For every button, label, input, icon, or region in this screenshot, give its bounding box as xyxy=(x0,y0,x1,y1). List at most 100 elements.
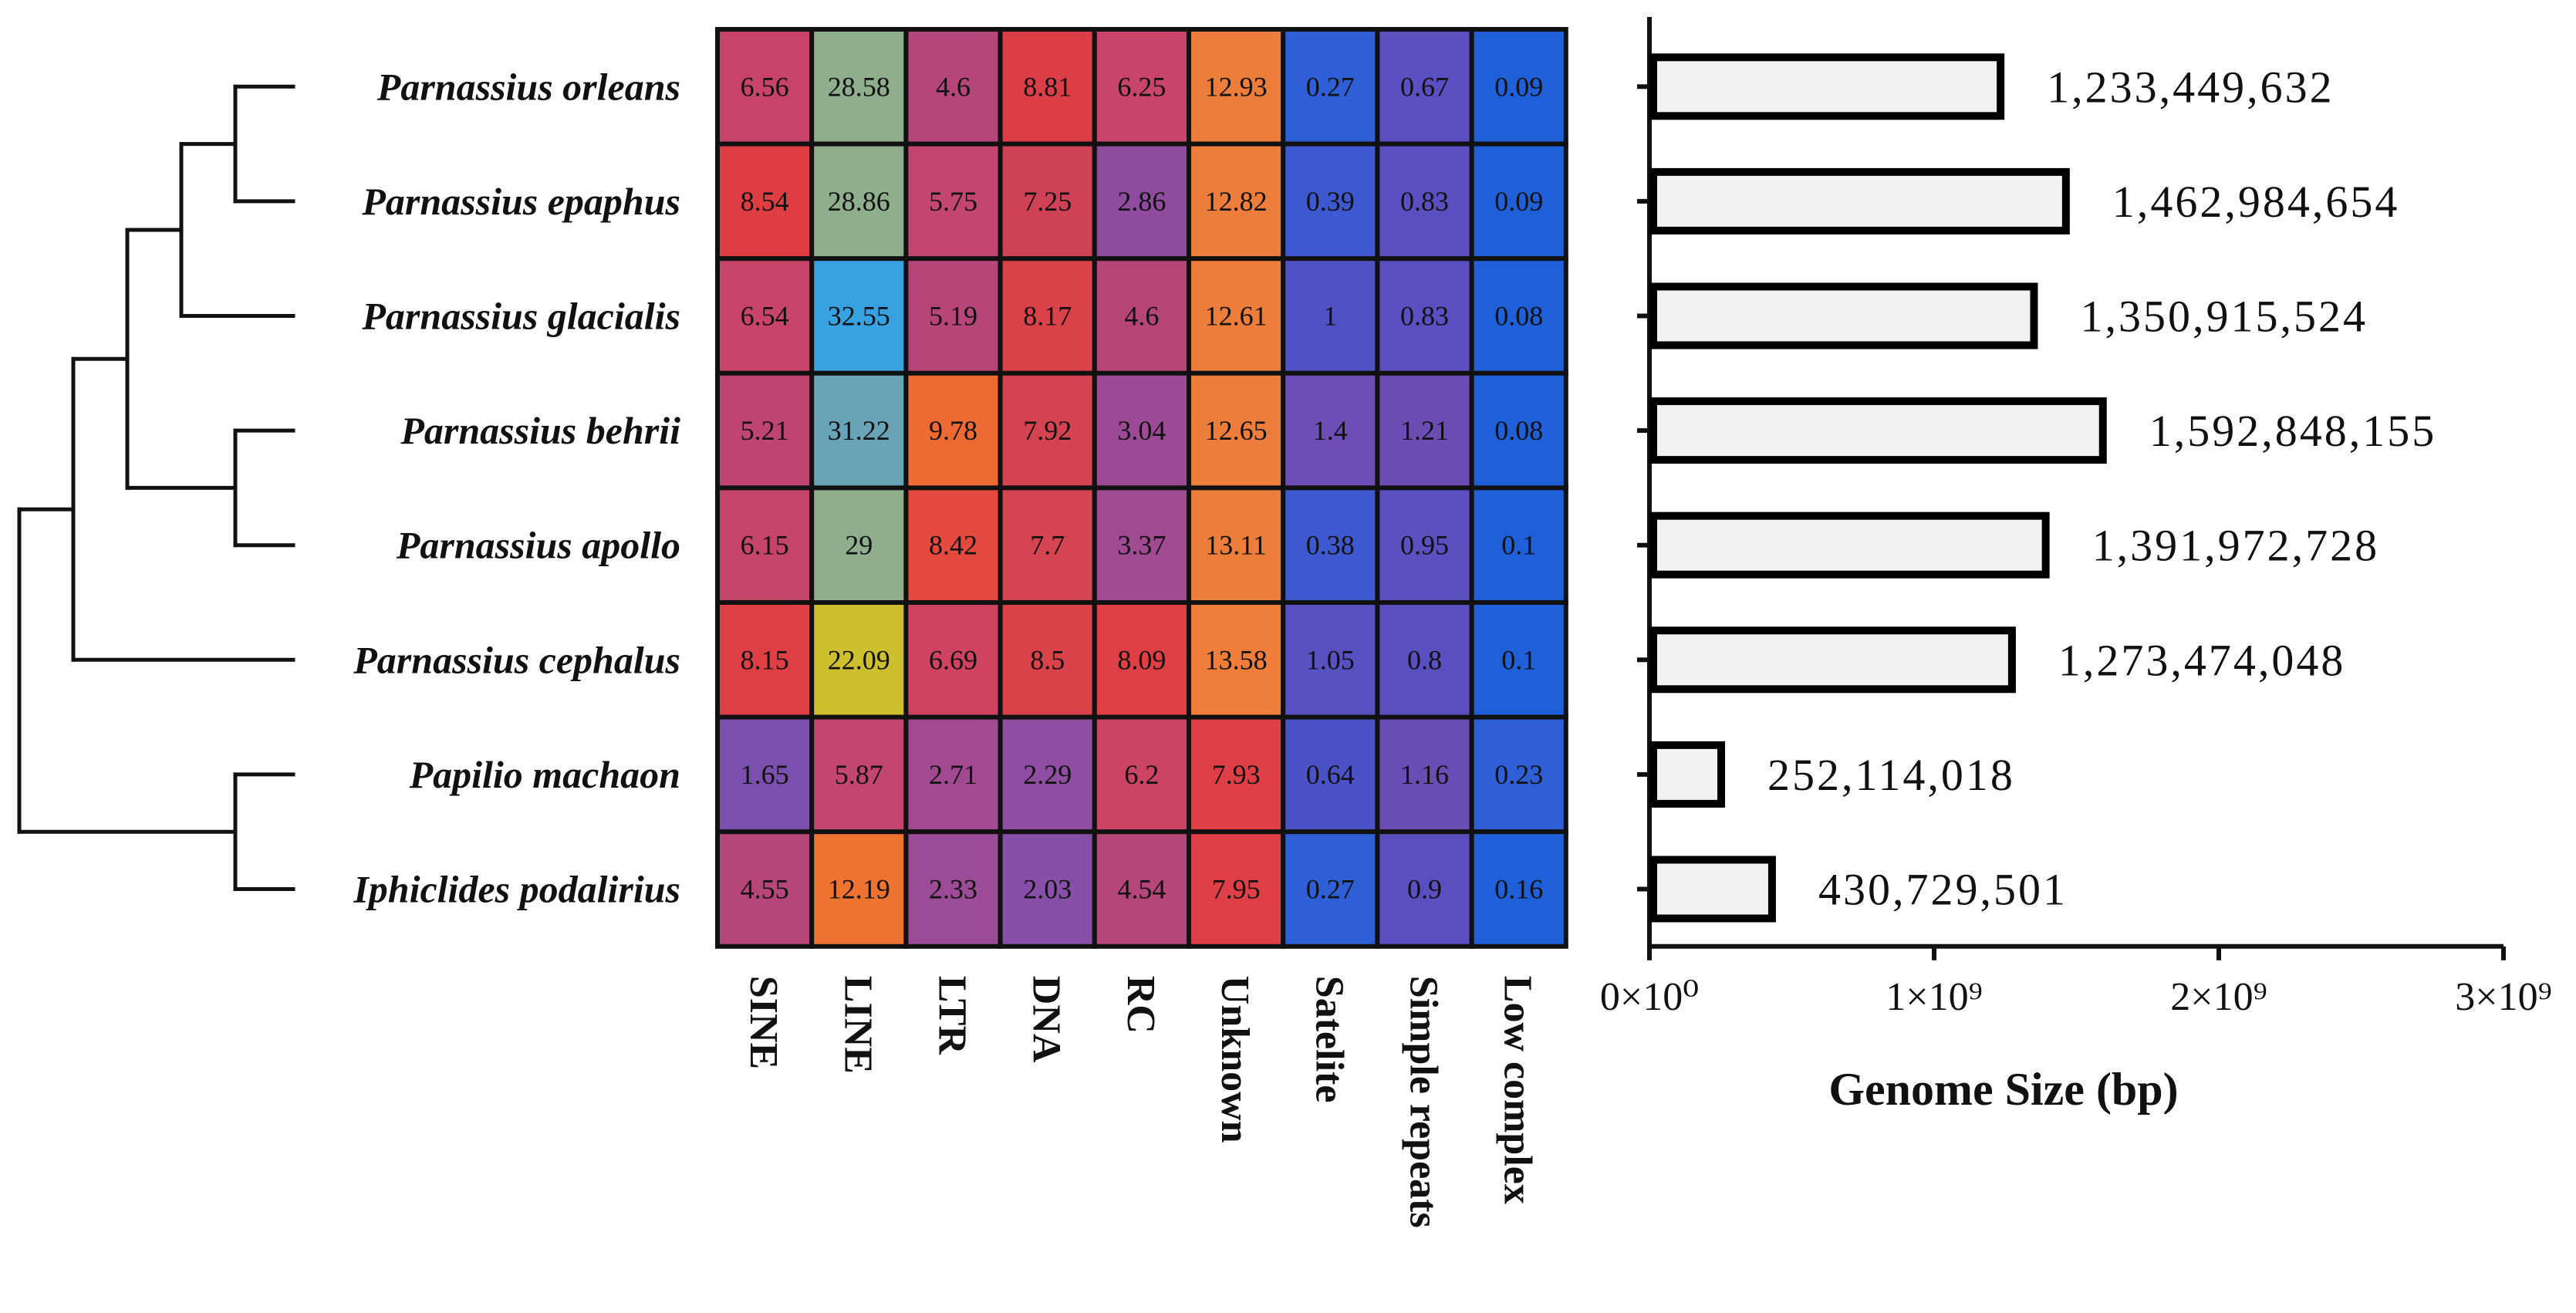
heatmap-cell xyxy=(1469,141,1568,262)
heatmap-cell-value: 3.37 xyxy=(1117,530,1166,561)
heatmap-cell xyxy=(809,256,909,376)
heatmap-cell xyxy=(1469,485,1568,606)
heatmap-cell xyxy=(903,370,1003,491)
heatmap-cell-value: 8.5 xyxy=(1030,644,1065,675)
heatmap-cell xyxy=(1092,370,1192,491)
heatmap-cell-value: 8.09 xyxy=(1117,644,1166,675)
heatmap-cell xyxy=(1187,141,1286,262)
heatmap-cell-value: 2.33 xyxy=(929,874,977,905)
heatmap-cell xyxy=(1092,485,1192,606)
heatmap-cell-value: 4.6 xyxy=(936,71,971,102)
bar-axes xyxy=(1637,17,2503,949)
heatmap-cell xyxy=(715,485,815,606)
heatmap-cell-value: 13.58 xyxy=(1205,644,1268,675)
bar-parnassius-glacialis xyxy=(1649,282,2038,349)
heatmap-cell-value: 28.58 xyxy=(828,71,890,102)
heatmap-cell xyxy=(1092,141,1192,262)
heatmap-cell-value: 0.1 xyxy=(1501,530,1536,561)
heatmap-cell xyxy=(903,829,1003,949)
heatmap-cell-value: 0.83 xyxy=(1400,301,1449,332)
heatmap-cell xyxy=(903,141,1003,262)
bar-papilio-machaon xyxy=(1649,741,1726,808)
heatmap-cell-value: 5.21 xyxy=(741,415,789,446)
heatmap-cell-value: 1.05 xyxy=(1306,644,1355,675)
bar-value-label: 1,592,848,155 xyxy=(2149,406,2437,456)
heatmap-cell xyxy=(1092,27,1192,147)
heatmap-cell-value: 12.65 xyxy=(1205,415,1268,446)
heatmap-cell xyxy=(1092,714,1192,835)
column-label-dna: DNA xyxy=(1025,976,1069,1063)
heatmap-cell-value: 0.27 xyxy=(1306,874,1355,905)
heatmap-cell-value: 8.17 xyxy=(1023,301,1072,332)
heatmap-cell-value: 2.29 xyxy=(1023,759,1072,790)
heatmap-cell-value: 1.4 xyxy=(1313,415,1348,446)
heatmap-cell-value: 4.6 xyxy=(1124,301,1159,332)
heatmap-cell xyxy=(1281,600,1380,720)
heatmap-cell xyxy=(1469,714,1568,835)
heatmap-cell-value: 1.21 xyxy=(1400,415,1449,446)
heatmap-cell-value: 5.87 xyxy=(835,759,883,790)
heatmap-cell-value: 13.11 xyxy=(1205,530,1267,561)
heatmap-cell-value: 7.25 xyxy=(1023,186,1072,217)
heatmap-cell xyxy=(1187,829,1286,949)
heatmap-cell-value: 0.95 xyxy=(1400,530,1449,561)
heatmap-cell-value: 1 xyxy=(1323,301,1337,332)
bar-value-label: 252,114,018 xyxy=(1767,750,2015,800)
column-label-sine: SINE xyxy=(741,976,785,1069)
heatmap-cell-value: 0.16 xyxy=(1494,874,1543,905)
heatmap-cell-value: 6.2 xyxy=(1124,759,1159,790)
heatmap-cell-value: 2.86 xyxy=(1117,186,1166,217)
x-tick-label: 3×10⁹ xyxy=(2455,975,2551,1019)
heatmap-cell-value: 12.19 xyxy=(828,874,890,905)
heatmap-cell-value: 0.9 xyxy=(1407,874,1442,905)
heatmap-cell-value: 8.15 xyxy=(741,644,789,675)
bar-parnassius-orleans xyxy=(1649,53,2005,120)
column-label-low-complex: Low complex xyxy=(1496,976,1540,1204)
heatmap-cell-value: 7.95 xyxy=(1212,874,1261,905)
heatmap-cell xyxy=(809,714,909,835)
heatmap-cell-value: 29 xyxy=(845,530,873,561)
species-labels: Parnassius orleans Parnassius epaphus Parn… xyxy=(353,65,680,910)
bars xyxy=(1649,53,2107,923)
bar-value-label: 1,273,474,048 xyxy=(2058,635,2346,685)
heatmap-cell xyxy=(715,600,815,720)
heatmap-cell-value: 12.61 xyxy=(1205,301,1268,332)
heatmap-cell xyxy=(1469,370,1568,491)
bar-value-label: 1,462,984,654 xyxy=(2112,177,2400,227)
heatmap-cell xyxy=(1469,829,1568,949)
heatmap-cell-value: 1.16 xyxy=(1400,759,1449,790)
heatmap-cell xyxy=(1375,829,1474,949)
column-label-satelite: Satelite xyxy=(1307,976,1351,1103)
heatmap-cell xyxy=(1281,485,1380,606)
heatmap-cell-value: 12.93 xyxy=(1205,71,1268,102)
heatmap-cell-value: 6.54 xyxy=(741,301,789,332)
heatmap-cell xyxy=(809,141,909,262)
column-label-rc: RC xyxy=(1119,976,1163,1034)
heatmap-cell xyxy=(1187,600,1286,720)
heatmap-cell xyxy=(998,485,1097,606)
heatmap-cell-value: 8.81 xyxy=(1023,71,1072,102)
heatmap-cell-value: 22.09 xyxy=(828,644,890,675)
species-label-parnassius-apollo: Parnassius apollo xyxy=(396,524,680,567)
heatmap-cell-value: 0.83 xyxy=(1400,186,1449,217)
heatmap-cell-value: 28.86 xyxy=(828,186,890,217)
bar-value-label: 1,233,449,632 xyxy=(2047,62,2335,112)
heatmap-column-labels: SINE LINE LTR DNA RC Unknown Satelite Simple re… xyxy=(741,976,1540,1228)
heatmap-cell-value: 32.55 xyxy=(828,301,890,332)
heatmap-cell-value: 2.71 xyxy=(929,759,977,790)
species-label-parnassius-glacialis: Parnassius glacialis xyxy=(361,295,680,338)
heatmap-cell xyxy=(1092,256,1192,376)
bar-value-label: 430,729,501 xyxy=(1818,865,2068,915)
heatmap-cell xyxy=(1375,256,1474,376)
heatmap-cell-value: 0.64 xyxy=(1306,759,1355,790)
heatmap-cell-value: 31.22 xyxy=(828,415,890,446)
bar-value-label: 1,350,915,524 xyxy=(2080,292,2368,342)
heatmap-cell-value: 2.03 xyxy=(1023,874,1072,905)
bar-parnassius-apollo xyxy=(1649,511,2050,579)
heatmap-cell-value: 1.65 xyxy=(741,759,789,790)
heatmap-cell-value: 0.1 xyxy=(1501,644,1536,675)
heatmap-cell-value: 6.56 xyxy=(741,71,789,102)
heatmap-cell-value: 6.69 xyxy=(929,644,977,675)
heatmap-cell-value: 8.42 xyxy=(929,530,977,561)
heatmap-cell xyxy=(1375,485,1474,606)
